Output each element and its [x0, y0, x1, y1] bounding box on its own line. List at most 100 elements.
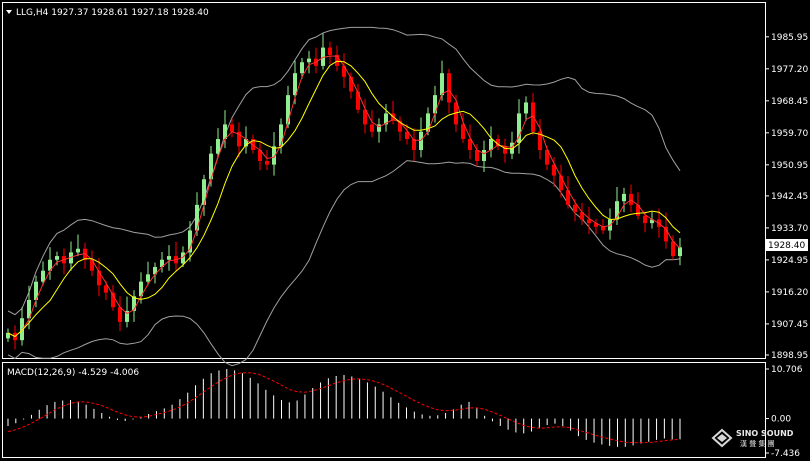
candle-body	[237, 131, 241, 147]
candle-body	[615, 201, 619, 220]
candle-body	[349, 76, 353, 92]
ma-slow-line	[7, 60, 681, 338]
candle-body	[643, 215, 647, 224]
candle-body	[601, 226, 605, 231]
candle-body	[97, 270, 101, 286]
candle-body	[559, 175, 563, 191]
svg-text:SINO SOUND: SINO SOUND	[736, 429, 794, 438]
candle-body	[545, 150, 549, 165]
price-tick-label: 1898.95	[771, 351, 808, 361]
candle-body	[384, 113, 388, 125]
candle-body	[230, 124, 234, 132]
macd-axis: 10.706 0.00 -7.436	[765, 365, 803, 459]
candle-body	[118, 307, 122, 322]
candle-body	[454, 102, 458, 125]
candle-body	[188, 230, 192, 253]
candle-body	[6, 332, 10, 339]
price-tick-label: 1924.95	[771, 256, 808, 266]
macd-tick-label: -7.436	[771, 449, 800, 459]
candle-body	[496, 139, 500, 147]
price-tick-label: 1933.70	[771, 224, 808, 234]
candle-body	[195, 204, 199, 231]
candle-body	[566, 190, 570, 205]
current-price-label: 1928.40	[768, 241, 805, 251]
candle-body	[398, 120, 402, 132]
candle-body	[594, 223, 598, 227]
candle-body	[76, 248, 80, 253]
candle-body	[111, 292, 115, 308]
candle-body	[244, 139, 248, 147]
price-tick-label: 1942.45	[771, 192, 808, 202]
price-tick-label: 1977.20	[771, 65, 808, 75]
candle-body	[636, 204, 640, 216]
candle-body	[440, 73, 444, 96]
candle-body	[405, 131, 409, 140]
price-tick-label: 1968.45	[771, 97, 808, 107]
svg-text:漢 聲 集 團: 漢 聲 集 團	[740, 439, 775, 448]
ma-fast-line	[7, 55, 681, 338]
sino-sound-logo: SINO SOUND 漢 聲 集 團	[711, 428, 794, 448]
candle-body	[321, 47, 325, 66]
candle-body	[293, 73, 297, 96]
candle-body	[335, 54, 339, 66]
macd-panel-frame	[2, 362, 766, 458]
candle-body	[202, 179, 206, 205]
candle-body	[531, 102, 535, 132]
candle-body	[125, 310, 129, 322]
bollinger-lower-line	[7, 160, 681, 367]
candle-body	[447, 73, 451, 103]
candle-body	[517, 113, 521, 143]
candle-body	[510, 142, 514, 154]
candle-body	[629, 193, 633, 205]
price-tick-label: 1907.45	[771, 320, 808, 330]
candle-body	[587, 219, 591, 224]
candle-body	[167, 256, 171, 260]
candle-body	[664, 226, 668, 242]
candle-body	[524, 102, 528, 114]
candle-body	[307, 58, 311, 63]
price-axis: 1985.95 1977.20 1968.45 1959.70 1950.95 1942.…	[765, 33, 808, 361]
macd-title: MACD(12,26,9) -4.529 -4.006	[7, 368, 139, 378]
candle-body	[377, 124, 381, 132]
price-tick-label: 1985.95	[771, 33, 808, 43]
candle-body	[223, 124, 227, 140]
symbol-dropdown-icon[interactable]	[6, 10, 12, 14]
candle-body	[69, 252, 73, 264]
candle-body	[146, 274, 150, 282]
candle-body	[475, 150, 479, 161]
candle-body	[363, 109, 367, 125]
symbol-ohlc-label: LLG,H4 1927.37 1928.61 1927.18 1928.40	[16, 8, 209, 18]
candle-body	[104, 285, 108, 293]
candle-body	[132, 296, 136, 311]
candle-body	[671, 241, 675, 257]
candle-body	[48, 259, 52, 271]
candle-body	[139, 281, 143, 297]
candle-body	[216, 139, 220, 154]
candle-body	[55, 256, 59, 260]
candle-body	[342, 65, 346, 77]
candle-body	[300, 62, 304, 74]
candle-body	[41, 270, 45, 282]
price-tick-label: 1916.20	[771, 288, 808, 298]
price-panel-frame	[2, 2, 766, 359]
candle-body	[279, 124, 283, 147]
candle-body	[356, 91, 360, 110]
candle-body	[573, 204, 577, 213]
candle-body	[181, 252, 185, 264]
candle-body	[209, 153, 213, 180]
candle-body	[272, 146, 276, 165]
candle-body	[34, 281, 38, 300]
macd-tick-label: 0.00	[771, 415, 791, 425]
candle-body	[678, 247, 682, 257]
candle-body	[461, 124, 465, 140]
candle-body	[265, 160, 269, 165]
candle-body	[433, 95, 437, 114]
candle-body	[160, 259, 164, 268]
candle-body	[90, 259, 94, 271]
candle-body	[412, 139, 416, 151]
candle-body	[27, 299, 31, 319]
candle-body	[503, 146, 507, 154]
candle-body	[489, 139, 493, 151]
macd-tick-label: 10.706	[771, 365, 803, 375]
moving-averages	[7, 55, 681, 338]
